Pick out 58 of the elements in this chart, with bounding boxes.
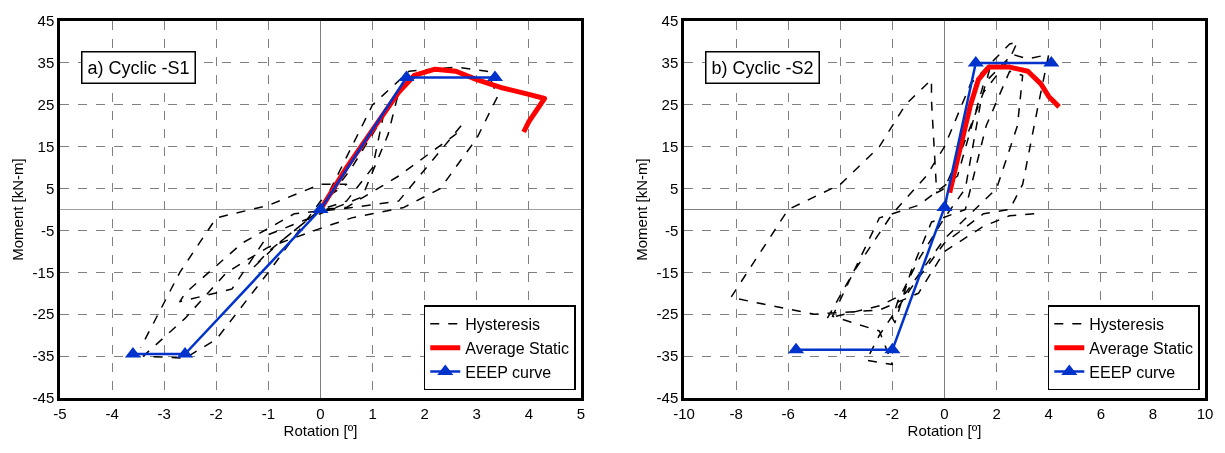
point (884, 342, 901, 354)
y-tick-label: -15 (32, 263, 55, 281)
y-tick-label: 45 (661, 12, 679, 30)
y-tick-label: 25 (37, 96, 55, 114)
point (1043, 55, 1060, 67)
y-tick-label: -5 (40, 221, 55, 239)
y-tick-label: 35 (37, 54, 55, 72)
legend-label: EEEP curve (1089, 363, 1176, 381)
x-tick-label: -2 (209, 404, 223, 422)
y-tick-label: 15 (661, 137, 679, 155)
text: b) Cyclic -S2 (711, 57, 814, 78)
y-tick-label: 15 (37, 137, 55, 155)
x-tick-label: 8 (1148, 404, 1158, 422)
x-tick-label: -2 (885, 404, 900, 422)
y-axis-title: Moment [kN-m] (8, 158, 26, 261)
y-tick-label: 25 (661, 96, 679, 114)
x-tick-label: -3 (157, 404, 171, 422)
x-tick-label: 0 (316, 404, 325, 422)
x-tick-label: -6 (781, 404, 795, 422)
x-tick-label: 1 (368, 404, 377, 422)
x-tick-label: 5 (576, 404, 586, 422)
y-tick-label: 35 (661, 54, 679, 72)
legend-label: Hysteresis (465, 316, 540, 334)
legend-label: EEEP curve (465, 363, 552, 381)
point (398, 70, 415, 82)
x-tick-label: 2 (420, 404, 429, 422)
x-tick-label: 4 (1044, 404, 1053, 422)
y-tick-label: -45 (656, 389, 679, 407)
point (967, 55, 984, 67)
x-tick-label: -4 (105, 404, 119, 422)
y-axis-title: Moment [kN-m] (632, 158, 650, 261)
legend-label: Hysteresis (1089, 316, 1164, 334)
x-tick-label: -8 (729, 404, 743, 422)
y-tick-label: 45 (37, 12, 55, 30)
x-tick-label: 0 (940, 404, 949, 422)
x-tick-label: -5 (53, 404, 67, 422)
x-tick-label: 6 (1096, 404, 1105, 422)
legend-label: Average Static (1089, 339, 1194, 357)
y-tick-label: 5 (45, 179, 55, 197)
y-tick-label: -25 (32, 305, 55, 323)
x-tick-label: 3 (472, 404, 481, 422)
y-tick-label: -45 (32, 389, 55, 407)
y-tick-label: -35 (32, 347, 55, 365)
y-tick-label: -15 (656, 263, 679, 281)
y-tick-label: -5 (664, 221, 679, 239)
x-axis-title: Rotation [º] (283, 421, 358, 439)
legend-label: Average Static (465, 339, 570, 357)
x-tick-label: 10 (1196, 404, 1214, 422)
x-tick-label: -4 (833, 404, 847, 422)
x-axis-title: Rotation [º] (907, 421, 982, 439)
y-tick-label: -25 (656, 305, 679, 323)
text: a) Cyclic -S1 (87, 57, 190, 78)
x-tick-label: 2 (992, 404, 1001, 422)
y-tick-label: 5 (669, 179, 679, 197)
x-tick-label: -10 (673, 404, 695, 422)
x-tick-label: -1 (261, 404, 276, 422)
x-tick-label: 4 (524, 404, 534, 422)
y-tick-label: -35 (656, 347, 679, 365)
